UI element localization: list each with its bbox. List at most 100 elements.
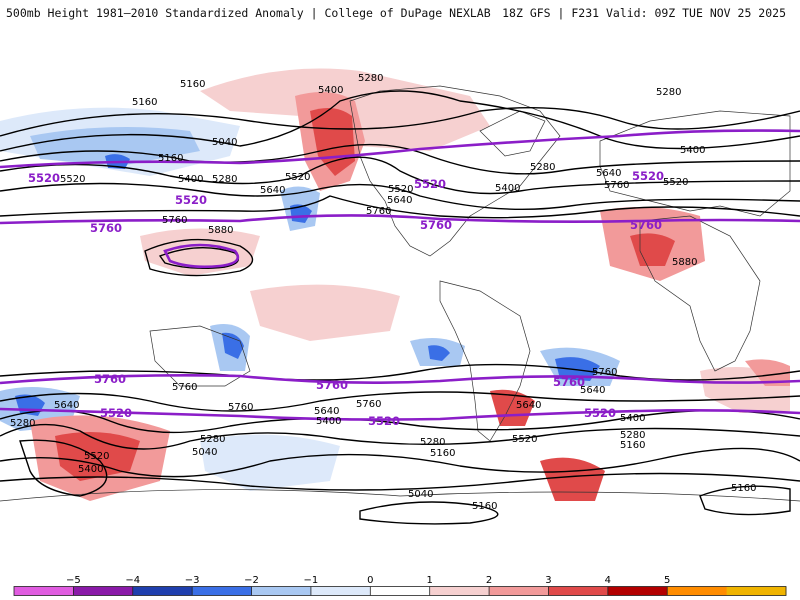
contour-label: 5280 [530, 162, 555, 173]
contour-line [0, 182, 800, 211]
contour-closed-low-antarctic [359, 501, 499, 525]
key-contour-label: 5760 [90, 221, 122, 235]
contour-label: 5880 [672, 257, 697, 268]
contour-label: 5760 [356, 399, 381, 410]
key-contour-label: 5760 [553, 375, 585, 389]
colorbar-segment [251, 586, 312, 596]
colorbar-tick-label: 0 [367, 575, 373, 586]
contour-line [0, 143, 800, 175]
colorbar-segment [132, 586, 193, 596]
contour-line [0, 106, 800, 137]
colorbar-tick-label: 2 [486, 575, 492, 586]
moderate-positive-anomaly-madagascar [745, 359, 790, 386]
south-america-outline [439, 280, 531, 442]
colorbar-tick-label: −1 [304, 575, 319, 586]
contour-label: 5400 [495, 183, 520, 194]
contour-closed-low-southern-ocean [19, 439, 108, 497]
contour-label: 5160 [158, 153, 183, 164]
contour-label: 5520 [84, 451, 109, 462]
colorbar-segment [548, 586, 609, 596]
colorbar-segment [14, 586, 74, 596]
colorbar-tick-label: −4 [125, 575, 140, 586]
key-contour-label: 5520 [414, 177, 446, 191]
colorbar-segment [726, 586, 787, 596]
africa-outline [639, 215, 761, 372]
key-contour-label: 5760 [420, 218, 452, 232]
greenland-outline [479, 110, 546, 157]
contour-label: 5760 [162, 215, 187, 226]
colorbar-tick-label: −2 [244, 575, 259, 586]
contour-label: 5040 [192, 447, 217, 458]
contour-line [0, 391, 800, 412]
key-contour-label: 5760 [94, 372, 126, 386]
contour-label: 5640 [260, 185, 285, 196]
contour-label: 5280 [620, 430, 645, 441]
contour-label: 5160 [620, 440, 645, 451]
contour-label: 5640 [54, 400, 79, 411]
key-contour-label: 5520 [584, 406, 616, 420]
contour-label: 5520 [663, 177, 688, 188]
strong-negative-anomaly-western-us [290, 204, 312, 223]
key-contour-label: 5520 [368, 414, 400, 428]
colorbar-tick-label: 4 [605, 575, 611, 586]
contour-label: 5280 [358, 73, 383, 84]
positive-anomaly-southern-ocean-atlantic [540, 457, 605, 501]
colorbar-tick-label: −5 [66, 575, 81, 586]
contour-label: 5040 [408, 489, 433, 500]
contour-line [0, 472, 800, 491]
coastlines [0, 85, 800, 502]
key-contour-5760-north [0, 214, 800, 225]
key-contour-5520-south [0, 407, 800, 421]
contour-label: 5400 [620, 413, 645, 424]
strong-negative-anomaly-east-pacific [428, 345, 450, 361]
positive-anomaly-tropical-pacific [250, 284, 400, 341]
colorbar-segment [667, 586, 728, 596]
contour-label: 5520 [388, 184, 413, 195]
colorbar-segments [13, 586, 787, 596]
contour-label: 5400 [680, 145, 705, 156]
strong-negative-anomaly-south-pacific [222, 332, 244, 359]
contour-label: 5280 [200, 434, 225, 445]
contour-label: 5160 [132, 97, 157, 108]
strong-positive-anomaly-north-africa [630, 233, 675, 266]
contour-closed-low-antarctic-east [699, 485, 791, 516]
colorbar-ticks: −5 −4 −3 −2 −1 0 1 2 3 4 5 [66, 575, 670, 596]
contour-label: 5640 [314, 406, 339, 417]
contour-label: 5400 [78, 464, 103, 475]
contour-label: 5160 [731, 483, 756, 494]
contour-label: 5880 [208, 225, 233, 236]
strong-negative-anomaly-south-atlantic [555, 357, 600, 381]
contour-label: 5400 [318, 85, 343, 96]
key-contours [0, 129, 800, 421]
contour-label: 5760 [604, 180, 629, 191]
key-contour-label: 5520 [632, 169, 664, 183]
north-america-outline [349, 85, 561, 257]
negative-anomaly-southern-pacific [200, 434, 340, 491]
contour-label: 5640 [596, 168, 621, 179]
contour-label: 5280 [10, 418, 35, 429]
contour-label: 5400 [316, 416, 341, 427]
strong-positive-anomaly-southern-ocean-west [55, 432, 140, 481]
contour-label: 5520 [60, 174, 85, 185]
model-run-info: 18Z GFS | F231 Valid: 09Z TUE NOV 25 202… [502, 6, 786, 20]
contour-closed-high-pacific [144, 238, 254, 277]
colorbar: −5 −4 −3 −2 −1 0 1 2 3 4 5 [13, 575, 787, 596]
colorbar-tick-label: 3 [545, 575, 551, 586]
key-contour-label: 5760 [316, 378, 348, 392]
key-contour-label: 5520 [175, 193, 207, 207]
colorbar-tick-label: −3 [185, 575, 200, 586]
contour-label: 5640 [516, 400, 541, 411]
moderate-negative-anomaly-pacific [30, 127, 200, 166]
antarctica-outline [0, 489, 800, 502]
key-contour-label: 5520 [100, 406, 132, 420]
contour-label: 5280 [212, 174, 237, 185]
australia-outline [149, 325, 251, 387]
colorbar-segment [310, 586, 371, 596]
contour-label: 5040 [212, 137, 237, 148]
colorbar-segment [429, 586, 490, 596]
contour-label: 5760 [366, 206, 391, 217]
colorbar-frame [13, 586, 787, 596]
colorbar-segment [73, 586, 134, 596]
colorbar-segment [607, 586, 668, 596]
contour-label: 5760 [172, 382, 197, 393]
